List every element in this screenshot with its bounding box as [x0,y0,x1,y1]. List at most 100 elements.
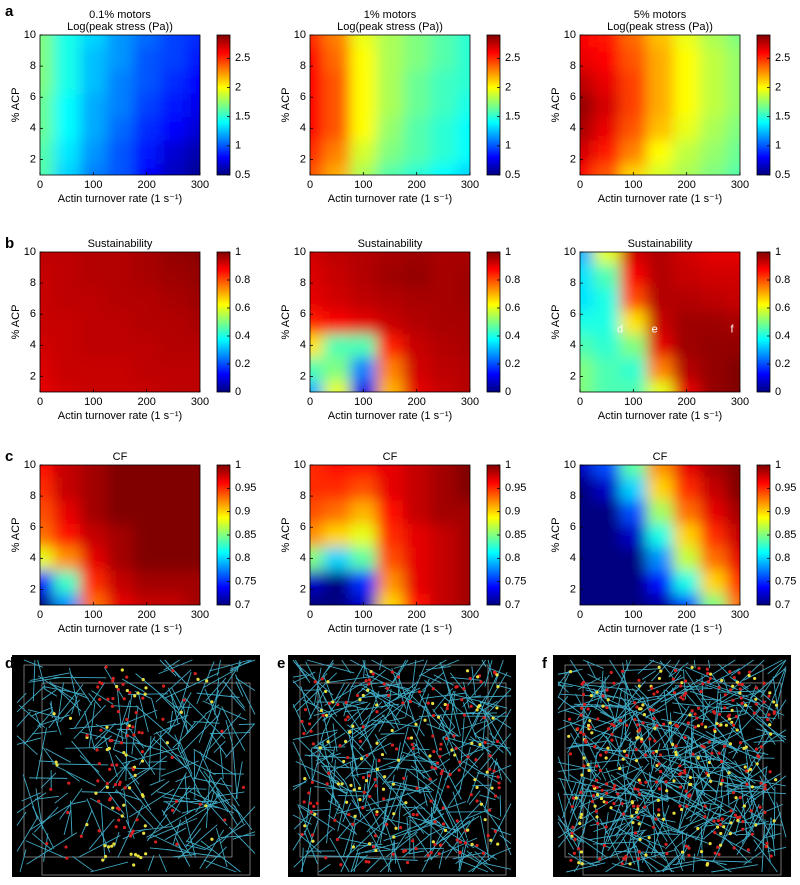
filament [623,668,661,672]
filament [642,696,668,751]
filament [185,844,206,851]
motor [630,814,634,818]
heat-cell [186,140,200,164]
filament [727,774,786,787]
filament [754,729,787,752]
x-tick-label: 300 [731,396,749,408]
heat-cell [646,287,674,311]
colorbar [756,251,771,393]
motor [382,682,386,686]
motor [595,764,599,768]
filament [95,724,125,739]
motor [712,819,716,823]
motor [98,680,102,685]
heat-cell [580,593,594,605]
filament [634,848,675,873]
heat-cell [40,357,54,381]
heat-cell [106,252,134,265]
filament [614,737,621,753]
heat-cell [186,333,200,358]
heat-cell [53,357,81,381]
filament [133,743,156,775]
filament [629,831,644,841]
filament [652,713,682,758]
motor [740,701,744,705]
heat-cell [350,380,378,392]
motor [716,819,720,823]
filament [557,756,575,801]
motor [97,829,101,833]
colorbar-tick-label: 0.85 [775,529,796,541]
motor [410,742,414,747]
colorbar-tick-label: 0.7 [235,599,250,611]
motor [610,722,614,726]
motor [753,676,757,681]
heat-cell [53,116,81,141]
motor [750,832,754,836]
x-tick-label: 0 [577,609,583,621]
heat-cell [160,333,188,358]
filament [616,719,625,767]
x-tick-label: 300 [191,609,209,621]
motor [621,812,626,816]
filament [386,786,430,802]
filament [473,676,498,728]
heat-cell [160,163,188,175]
motor [738,691,742,695]
filament [16,737,41,745]
filament [16,685,45,713]
heat-cell [310,310,324,335]
filament [350,681,385,688]
filament [569,723,580,738]
motor [344,700,348,705]
filament [620,710,636,748]
motor [367,842,372,846]
filament [342,802,352,823]
filament [375,758,379,808]
motor [717,685,721,690]
filament [318,863,331,873]
filament [692,853,695,873]
heat-cell [40,310,54,335]
filament [202,669,237,689]
filament [683,737,690,766]
filament [738,803,784,824]
heat-cell [133,70,161,94]
filament [160,760,199,777]
filament [729,773,781,805]
filament [185,828,202,848]
colorbar-tick-label: 0.5 [505,169,520,181]
motor [443,828,448,832]
motor [49,787,53,791]
filament [680,776,726,813]
heat-cell [456,70,470,94]
motor [364,779,369,783]
motor [496,775,500,779]
colorbar-tick-label: 1.5 [235,111,250,123]
motor [457,768,461,772]
filament [119,767,166,770]
heat-cell [350,163,378,175]
filament [107,792,125,815]
filament [158,854,168,873]
filament [646,708,666,717]
motor [385,822,389,827]
heat-cell [700,287,728,311]
colorbar-tick-label: 0.5 [775,169,790,181]
motor [769,732,773,736]
colorbar-tick-label: 0.8 [775,274,790,286]
x-tick-label: 200 [677,609,695,621]
heatmap [580,252,740,392]
motor [458,851,462,855]
motor [636,804,640,808]
filament [314,786,368,793]
motor [450,748,454,752]
filament [623,680,646,708]
filament [16,692,27,704]
filament [631,718,678,729]
colorbar-tick-label: 2.5 [775,52,790,64]
network-image [12,655,260,877]
heat-cell [580,546,594,571]
heat-cell [186,252,200,265]
motor [637,792,642,796]
